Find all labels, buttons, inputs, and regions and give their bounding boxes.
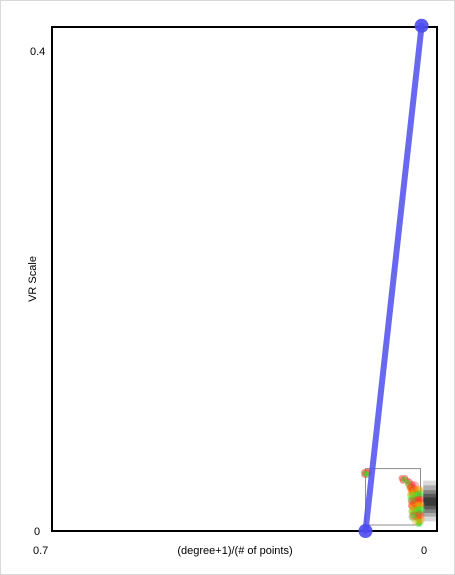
scatter-point bbox=[412, 511, 421, 520]
scatter-point bbox=[416, 511, 425, 520]
y-tick-label-min: 0 bbox=[34, 526, 40, 538]
scatter-point bbox=[408, 486, 417, 495]
scatter-points bbox=[361, 469, 426, 527]
scatter-point bbox=[408, 507, 417, 516]
scatter-point bbox=[407, 495, 416, 504]
scatter-point bbox=[410, 486, 419, 495]
scatter-point bbox=[407, 496, 416, 505]
scatter-point bbox=[410, 511, 419, 520]
scatter-point bbox=[412, 496, 421, 505]
scatter-point bbox=[414, 502, 423, 511]
scatter-point bbox=[410, 498, 419, 507]
scatter-point bbox=[409, 492, 418, 501]
y-tick-label-max: 0.4 bbox=[30, 46, 45, 58]
scatter-point bbox=[408, 512, 417, 521]
scatter-point bbox=[414, 485, 423, 494]
x-tick-label-right: 0 bbox=[421, 545, 427, 557]
scatter-point bbox=[415, 511, 424, 520]
scatter-point bbox=[412, 512, 421, 521]
scatter-point bbox=[416, 500, 425, 509]
line-endpoint-bottom bbox=[358, 524, 373, 538]
scatter-point bbox=[413, 501, 422, 510]
scatter-point bbox=[412, 517, 421, 526]
scatter-point bbox=[411, 505, 420, 514]
scatter-point bbox=[415, 520, 423, 527]
x-axis-label: (degree+1)/(# of points) bbox=[177, 545, 292, 557]
scatter-point bbox=[410, 510, 419, 519]
scatter-point bbox=[415, 491, 424, 500]
scatter-point bbox=[408, 502, 417, 511]
scatter-point bbox=[406, 484, 413, 491]
scatter-point bbox=[413, 490, 422, 499]
scatter-point bbox=[411, 481, 419, 490]
trend-line bbox=[362, 22, 425, 534]
scatter-point bbox=[409, 486, 418, 495]
x-tick-label-left: 0.7 bbox=[33, 545, 48, 557]
gray-band bbox=[423, 497, 437, 506]
scatter-point bbox=[415, 493, 424, 502]
scatter-point bbox=[408, 497, 417, 506]
scatter-point bbox=[412, 501, 421, 510]
scatter-point bbox=[415, 508, 424, 517]
scatter-point bbox=[410, 491, 419, 500]
scatter-point bbox=[413, 496, 422, 505]
scatter-point bbox=[414, 496, 423, 505]
scatter-point bbox=[415, 490, 424, 499]
gray-band bbox=[423, 485, 437, 517]
scatter-point bbox=[408, 491, 417, 500]
line-endpoint-top bbox=[414, 18, 429, 33]
scatter-point bbox=[415, 487, 424, 496]
scatter-point bbox=[416, 495, 425, 504]
scatter-point bbox=[414, 501, 423, 510]
scatter-point bbox=[407, 483, 416, 492]
gray-band bbox=[423, 493, 437, 510]
scatter-point bbox=[410, 498, 419, 507]
scatter-point bbox=[413, 490, 422, 499]
scatter-point bbox=[414, 514, 421, 521]
scatter-point bbox=[409, 506, 418, 515]
scatter-point bbox=[408, 507, 417, 516]
y-axis-label: VR Scale bbox=[27, 256, 39, 302]
scatter-point bbox=[416, 514, 425, 523]
gray-band bbox=[423, 490, 437, 513]
scatter-point bbox=[415, 496, 424, 505]
scatter-point bbox=[408, 501, 417, 510]
plot-border bbox=[51, 26, 438, 532]
scatter-point bbox=[410, 504, 419, 513]
scatter-point bbox=[416, 505, 425, 514]
scatter-point bbox=[416, 499, 425, 508]
scatter-point bbox=[407, 489, 416, 498]
scatter-point bbox=[414, 506, 423, 515]
scatter-point bbox=[417, 506, 426, 515]
scatter-point bbox=[407, 501, 416, 510]
scatter-point bbox=[410, 492, 419, 501]
gray-bands bbox=[423, 480, 437, 522]
scatter-point bbox=[416, 516, 425, 525]
scatter-point bbox=[415, 485, 424, 494]
scatter-point bbox=[409, 513, 418, 522]
scatter-point bbox=[414, 507, 423, 516]
scatter-point bbox=[404, 479, 412, 487]
gray-band bbox=[423, 480, 437, 522]
scatter-point bbox=[408, 489, 415, 496]
scatter-point bbox=[407, 491, 416, 500]
scatter-point bbox=[413, 503, 420, 511]
scatter-point bbox=[412, 506, 421, 515]
